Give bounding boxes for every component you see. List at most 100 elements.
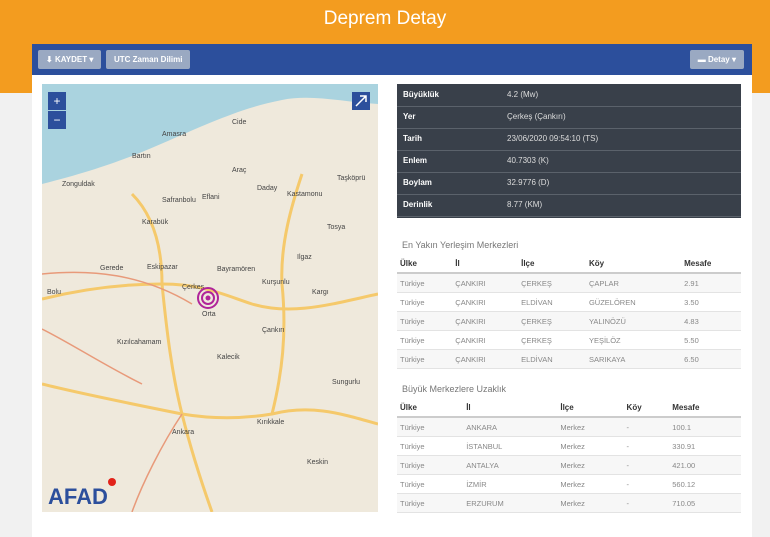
map-label: Kurşunlu	[262, 279, 290, 286]
cell: ELDİVAN	[518, 292, 586, 312]
cell: Türkiye	[397, 474, 464, 494]
info-value: 4.2 (Mw)	[507, 90, 539, 99]
cell: 6.50	[681, 349, 741, 369]
cell: Merkez	[557, 493, 624, 513]
info-key: Enlem	[403, 156, 428, 165]
column-header: İlçe	[557, 399, 624, 418]
info-key: Yer	[403, 112, 416, 121]
table-row: Türkiye ÇANKIRI ÇERKEŞ YEŞİLÖZ 5.50	[397, 330, 741, 350]
map-label: Daday	[257, 185, 278, 192]
cell: ÇANKIRI	[452, 273, 519, 293]
header-row: Ülke İl İlçe Köy Mesafe	[397, 255, 741, 274]
cell: 3.50	[681, 292, 741, 312]
map-label: Taşköprü	[337, 175, 366, 182]
detail-label: Detay	[707, 55, 730, 64]
header-row: Ülke İl İlçe Köy Mesafe	[397, 399, 741, 418]
info-key: Derinlik	[403, 200, 433, 209]
zoom-in[interactable]	[48, 92, 66, 110]
cell: İZMİR	[463, 474, 558, 494]
cell: YALINÖZÜ	[585, 311, 682, 331]
utc-button[interactable]: UTC Zaman Dilimi	[106, 50, 191, 69]
map-label: Kalecik	[217, 354, 240, 361]
map-label: Keskin	[307, 459, 328, 466]
table-row: Türkiye ERZURUM Merkez -710.05	[397, 493, 741, 513]
table-row: Türkiye ANKARA Merkez -100.1	[397, 417, 741, 437]
card: ⬇ KAYDET ▾ UTC Zaman Dilimi ▬ Detay ▾ Zo…	[32, 44, 752, 537]
highways	[42, 271, 193, 512]
table-row: Türkiye ANTALYA Merkez -421.00	[397, 455, 741, 475]
cell: -	[623, 417, 670, 437]
cell: Türkiye	[397, 349, 453, 369]
map-label: Amasra	[162, 131, 186, 138]
zoom-out-label: −	[53, 113, 60, 127]
cities-table: Ülke İl İlçe Köy Mesafe Türkiye ANKARA Merkez -1…	[397, 399, 741, 513]
section-title: En Yakın Yerleşim Merkezleri	[402, 240, 519, 250]
cell: YEŞİLÖZ	[585, 330, 682, 350]
map-label: Sungurlu	[332, 379, 360, 386]
info-key: Boylam	[403, 178, 432, 187]
column-header: Köy	[585, 255, 682, 274]
map-label: Araç	[232, 167, 247, 174]
map-label: Ankara	[172, 429, 194, 436]
table-row: Türkiye ÇANKIRI ELDİVAN GÜZELÖREN 3.50	[397, 292, 741, 312]
map-label: Orta	[202, 311, 216, 318]
logo-dot	[108, 478, 116, 486]
section-title: Büyük Merkezlere Uzaklık	[402, 384, 507, 394]
cell: ERZURUM	[463, 493, 558, 513]
info-value: 23/06/2020 09:54:10 (TS)	[507, 134, 599, 143]
cell: 421.00	[669, 455, 741, 475]
cell: Türkiye	[397, 330, 453, 350]
cell: ÇERKEŞ	[518, 273, 586, 293]
info-row: Derinlik 8.77 (KM)	[397, 194, 741, 217]
cell: Türkiye	[397, 311, 453, 331]
cell: ÇANKIRI	[452, 349, 519, 369]
cell: Merkez	[557, 436, 624, 456]
column-header: Ülke	[397, 399, 464, 418]
zoom-in-label: +	[53, 94, 60, 108]
cell: ELDİVAN	[518, 349, 586, 369]
cell: GÜZELÖREN	[585, 292, 682, 312]
info-row: Yer Çerkeş (Çankırı)	[397, 106, 741, 129]
save-button[interactable]: ⬇ KAYDET ▾	[38, 50, 102, 69]
map-label: Kastamonu	[287, 191, 323, 198]
table-row: Türkiye İSTANBUL Merkez -330.91	[397, 436, 741, 456]
cell: ÇANKIRI	[452, 292, 519, 312]
map-label: Zonguldak	[62, 181, 95, 188]
map-label: Kırıkkale	[257, 419, 284, 426]
map-label: Karabük	[142, 219, 169, 226]
table-row: Türkiye ÇANKIRI ÇERKEŞ YALINÖZÜ 4.83	[397, 311, 741, 331]
epicenter[interactable]	[197, 287, 219, 309]
cell: Merkez	[557, 417, 624, 437]
info-row: Tarih 23/06/2020 09:54:10 (TS)	[397, 128, 741, 151]
cell: Türkiye	[397, 273, 453, 293]
map[interactable]: Zonguldak Bartın Amasra Cide Karabük Saf…	[42, 84, 378, 512]
logo: AFAD	[48, 484, 108, 509]
column-header: İl	[452, 255, 519, 274]
cell: SARIKAYA	[585, 349, 682, 369]
cell: Türkiye	[397, 493, 464, 513]
map-label: Safranbolu	[162, 197, 196, 204]
cell: ÇERKEŞ	[518, 311, 586, 331]
info-key: Büyüklük	[403, 90, 440, 99]
cell: -	[623, 474, 670, 494]
sea	[42, 84, 378, 184]
cell: 2.91	[681, 273, 741, 293]
column-header: İlçe	[518, 255, 586, 274]
info-row: Büyüklük 4.2 (Mw)	[397, 84, 741, 107]
cell: ÇANKIRI	[452, 330, 519, 350]
zoom-out[interactable]	[48, 111, 66, 129]
map-label: Ilgaz	[297, 254, 312, 261]
cell: İSTANBUL	[463, 436, 558, 456]
table-row: Türkiye ÇANKIRI ÇERKEŞ ÇAPLAR 2.91	[397, 273, 741, 293]
info-row: Boylam 32.9776 (D)	[397, 172, 741, 195]
map-label: Eflani	[202, 194, 220, 201]
detail-button[interactable]: ▬ Detay ▾	[689, 50, 744, 69]
cell: ÇERKEŞ	[518, 330, 586, 350]
toolbar: ⬇ KAYDET ▾ UTC Zaman Dilimi ▬ Detay ▾	[32, 44, 752, 75]
cell: ANKARA	[463, 417, 558, 437]
cell: 5.50	[681, 330, 741, 350]
cell: Türkiye	[397, 436, 464, 456]
cell: Türkiye	[397, 455, 464, 475]
cell: Merkez	[557, 474, 624, 494]
info-value: 32.9776 (D)	[507, 178, 550, 187]
